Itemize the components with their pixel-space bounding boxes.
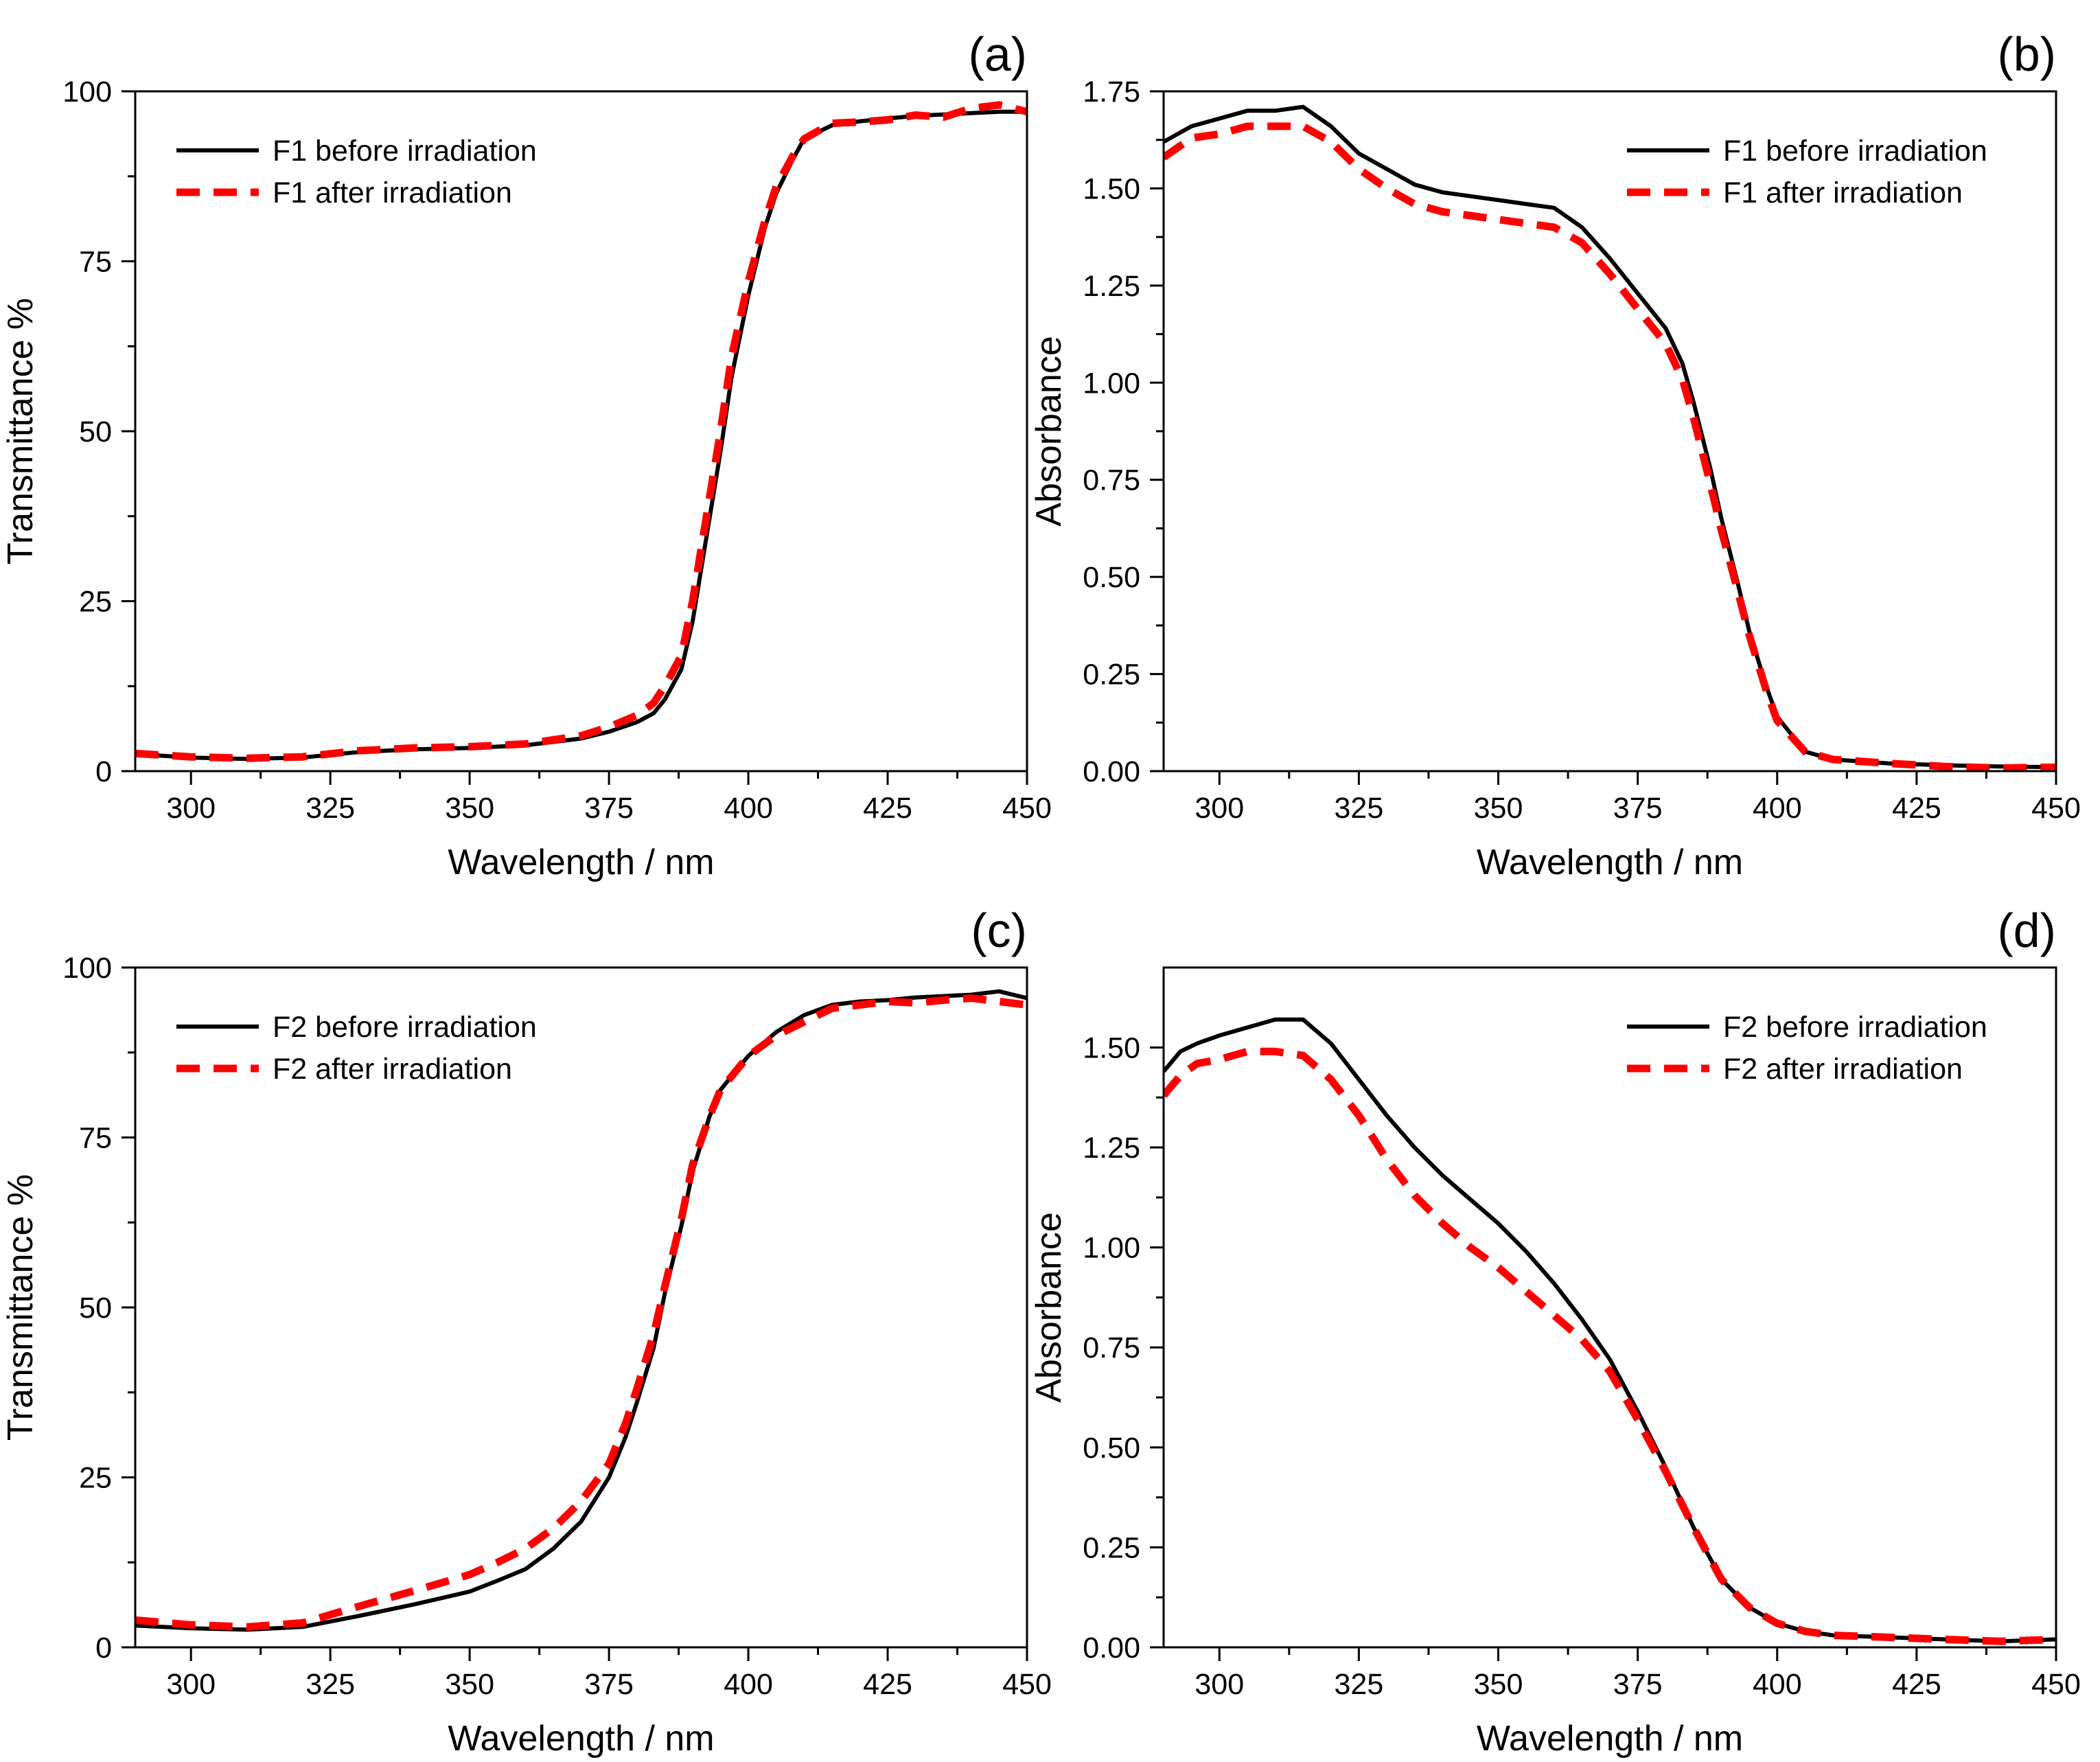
y-tick-label: 1.25 bbox=[1083, 1132, 1140, 1165]
y-tick-label: 0 bbox=[95, 1632, 112, 1664]
x-axis-title: Wavelength / nm bbox=[1477, 843, 1743, 882]
y-axis-title: Absorbance bbox=[1029, 1212, 1069, 1403]
legend: F1 before irradiation F1 after irradiati… bbox=[1627, 135, 1987, 209]
series-line-after bbox=[135, 101, 1027, 762]
y-tick-label: 0.25 bbox=[1083, 659, 1140, 691]
x-tick-label: 350 bbox=[445, 792, 494, 825]
y-tick-label: 1.00 bbox=[1083, 367, 1140, 400]
y-axis-title: Transmittance % bbox=[1, 298, 41, 564]
x-tick-label: 300 bbox=[166, 792, 216, 825]
x-axis-title: Wavelength / nm bbox=[448, 843, 714, 882]
x-tick-label: 400 bbox=[724, 1668, 773, 1701]
y-tick-label: 75 bbox=[79, 246, 112, 279]
x-tick-label: 325 bbox=[1335, 1668, 1384, 1701]
series-line-before bbox=[135, 109, 1027, 762]
y-axis-title: Transmittance % bbox=[1, 1174, 41, 1441]
y-tick-label: 1.00 bbox=[1083, 1232, 1140, 1265]
legend-label-before: F1 before irradiation bbox=[273, 135, 537, 168]
x-tick-label: 325 bbox=[305, 792, 355, 825]
panel-b: 300 325 350 375 400 425 450 0.00 0.25 0.50 0.75 1.0… bbox=[1029, 27, 2081, 882]
y-tick-label: 0.25 bbox=[1083, 1531, 1140, 1564]
x-tick-label: 325 bbox=[305, 1668, 355, 1701]
plot-frame bbox=[1162, 966, 2057, 1649]
legend: F2 before irradiation F2 after irradiati… bbox=[1627, 1011, 1987, 1086]
y-tick-label: 1.50 bbox=[1083, 1031, 1140, 1064]
y-tick-label: 1.50 bbox=[1083, 172, 1140, 205]
legend-label-after: F2 after irradiation bbox=[273, 1053, 512, 1086]
plot-frame bbox=[134, 966, 1028, 1649]
legend: F2 before irradiation F2 after irradiati… bbox=[176, 1011, 537, 1086]
x-tick-label: 375 bbox=[1613, 1668, 1663, 1701]
x-tick-label: 425 bbox=[1892, 1668, 1941, 1701]
y-tick-label: 25 bbox=[79, 586, 112, 619]
x-tick-label: 350 bbox=[445, 1668, 494, 1701]
panel-label: (d) bbox=[1997, 904, 2056, 957]
series-line-after bbox=[135, 994, 1027, 1631]
legend-label-before: F1 before irradiation bbox=[1723, 135, 1987, 168]
x-tick-label: 350 bbox=[1474, 792, 1523, 825]
x-tick-label: 450 bbox=[1002, 1668, 1052, 1701]
y-tick-label: 0.50 bbox=[1083, 561, 1140, 594]
x-tick-label: 450 bbox=[1002, 792, 1052, 825]
panel-c: 300 325 350 375 400 425 450 0 25 50 75 100 (c) Wave… bbox=[1, 904, 1052, 1759]
panel-a: 300 325 350 375 400 425 450 0 25 50 75 100 (a) Wave… bbox=[1, 27, 1052, 882]
y-axis-title: Absorbance bbox=[1029, 336, 1069, 527]
y-tick-label: 50 bbox=[79, 1292, 112, 1325]
legend-label-before: F2 before irradiation bbox=[1723, 1011, 1987, 1044]
x-tick-label: 300 bbox=[1195, 792, 1244, 825]
series-line-after bbox=[1164, 1047, 2056, 1645]
legend-label-after: F1 after irradiation bbox=[273, 176, 512, 209]
legend-label-after: F1 after irradiation bbox=[1723, 176, 1963, 209]
series-line-before bbox=[135, 989, 1027, 1632]
plot-frame bbox=[134, 90, 1028, 773]
y-tick-label: 1.75 bbox=[1083, 76, 1140, 108]
legend-label-before: F2 before irradiation bbox=[273, 1011, 537, 1044]
y-tick-label: 100 bbox=[62, 952, 112, 985]
panel-label: (b) bbox=[1997, 27, 2056, 81]
x-tick-label: 425 bbox=[863, 792, 912, 825]
x-tick-label: 300 bbox=[1195, 1668, 1244, 1701]
x-tick-label: 450 bbox=[2031, 792, 2081, 825]
series-line-after bbox=[1164, 122, 2056, 771]
legend: F1 before irradiation F1 after irradiati… bbox=[176, 135, 537, 209]
panel-label: (c) bbox=[971, 904, 1027, 957]
y-tick-label: 0 bbox=[95, 755, 112, 788]
x-tick-label: 450 bbox=[2031, 1668, 2081, 1701]
series-line-before bbox=[1164, 1017, 2056, 1644]
y-tick-label: 1.25 bbox=[1083, 270, 1140, 303]
panel-d: 300 325 350 375 400 425 450 0.00 0.25 0.50 0.75 1.0… bbox=[1029, 904, 2081, 1759]
y-tick-label: 0.50 bbox=[1083, 1432, 1140, 1465]
x-tick-label: 425 bbox=[1892, 792, 1941, 825]
y-tick-label: 0.75 bbox=[1083, 1331, 1140, 1364]
y-tick-label: 75 bbox=[79, 1122, 112, 1155]
x-tick-label: 375 bbox=[584, 1668, 634, 1701]
x-axis-title: Wavelength / nm bbox=[448, 1719, 714, 1759]
x-tick-label: 350 bbox=[1474, 1668, 1523, 1701]
y-tick-label: 0.00 bbox=[1083, 755, 1140, 788]
x-tick-label: 400 bbox=[724, 792, 773, 825]
x-tick-label: 375 bbox=[584, 792, 634, 825]
x-tick-label: 400 bbox=[1753, 792, 1802, 825]
y-tick-label: 100 bbox=[62, 76, 112, 108]
y-tick-label: 50 bbox=[79, 415, 112, 448]
x-tick-label: 400 bbox=[1753, 1668, 1802, 1701]
y-tick-label: 25 bbox=[79, 1462, 112, 1495]
legend-label-after: F2 after irradiation bbox=[1723, 1053, 1963, 1086]
y-tick-label: 0.75 bbox=[1083, 464, 1140, 497]
panel-label: (a) bbox=[968, 27, 1027, 81]
x-tick-label: 300 bbox=[166, 1668, 216, 1701]
y-tick-label: 0.00 bbox=[1083, 1632, 1140, 1664]
x-tick-label: 375 bbox=[1613, 792, 1663, 825]
x-tick-label: 425 bbox=[863, 1668, 912, 1701]
x-tick-label: 325 bbox=[1335, 792, 1384, 825]
x-axis-title: Wavelength / nm bbox=[1477, 1719, 1743, 1759]
